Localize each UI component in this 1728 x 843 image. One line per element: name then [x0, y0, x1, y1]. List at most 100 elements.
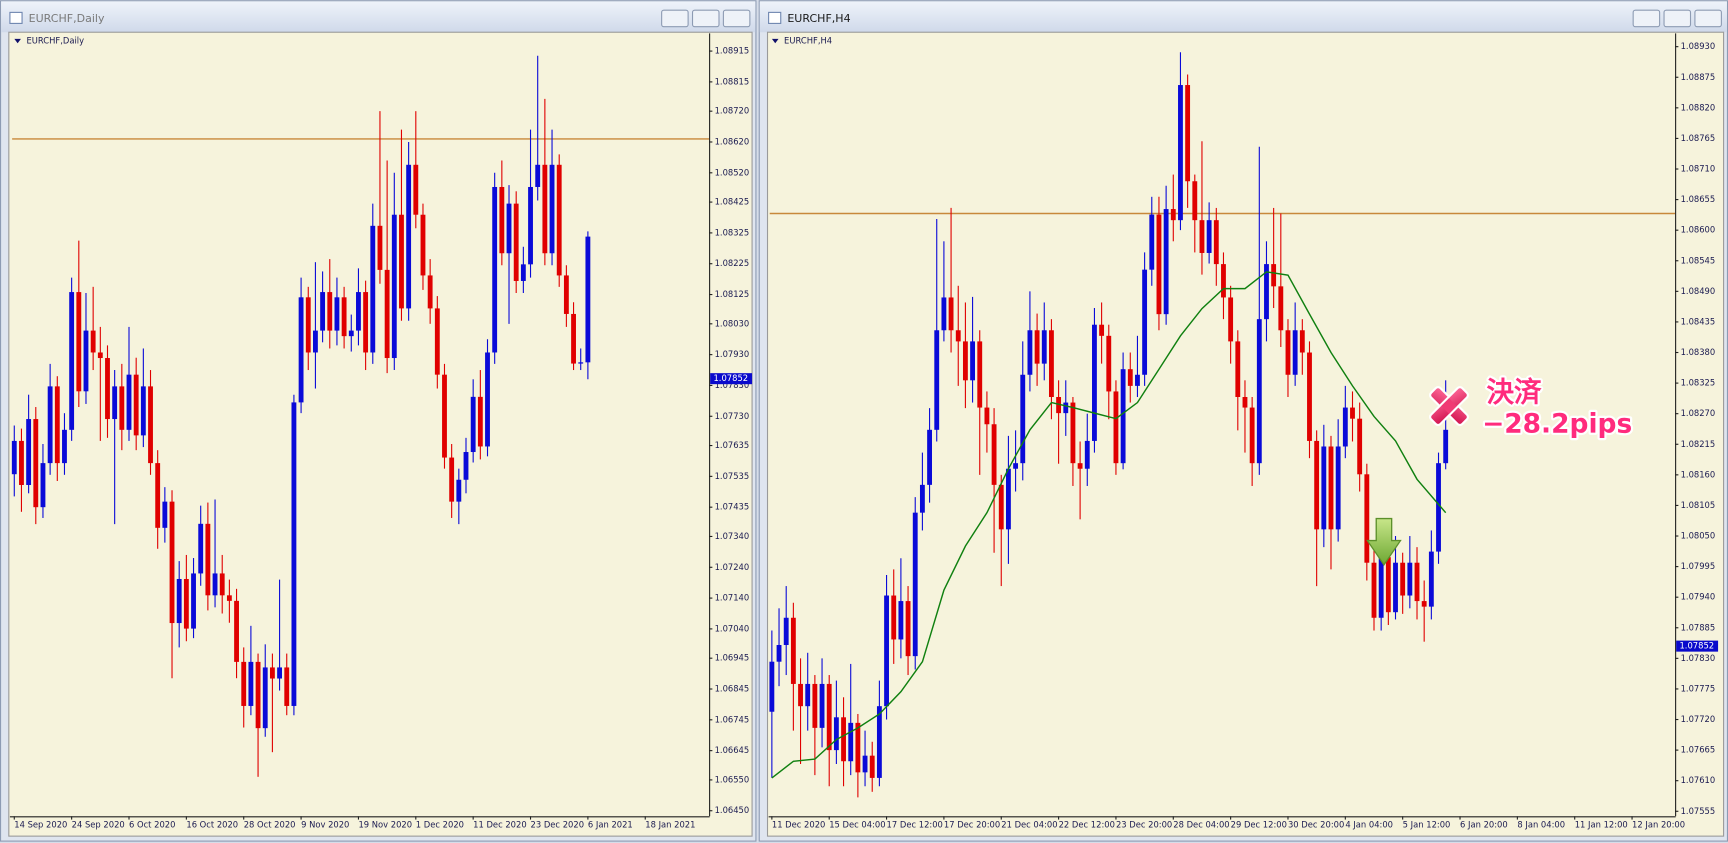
window-icon [768, 11, 782, 24]
candle-body [535, 164, 541, 187]
window-button[interactable] [722, 9, 751, 28]
candle-body [1056, 396, 1062, 414]
y-tick-label: 1.06550 [715, 774, 750, 784]
y-tick-label: 1.07775 [1681, 683, 1716, 693]
candle-body [912, 512, 918, 657]
candle-body [269, 667, 275, 679]
entry-arrow-icon [1366, 517, 1402, 567]
x-tick-label: 16 Oct 2020 [186, 820, 238, 830]
close-x-icon [1428, 386, 1470, 427]
y-tick-label: 1.07940 [1681, 592, 1716, 602]
y-tick-label: 1.08160 [1681, 469, 1716, 479]
candle-body [1350, 407, 1355, 419]
candle-body [449, 457, 455, 502]
y-tick-label: 1.08720 [715, 106, 750, 116]
candle-body [841, 717, 846, 762]
window-button[interactable] [1694, 9, 1722, 28]
current-price-tag [1676, 640, 1719, 652]
candle-body [76, 292, 82, 392]
candle-body [391, 214, 397, 359]
y-tick-label: 1.08520 [715, 167, 750, 177]
y-tick-label: 1.08325 [1681, 378, 1716, 388]
candle-body [571, 313, 576, 364]
candle-body [948, 297, 954, 331]
candle-body [1242, 396, 1248, 408]
title-bar [1, 1, 756, 33]
x-tick-label: 28 Dec 04:00 [1173, 820, 1229, 830]
candle-body [140, 386, 146, 436]
y-tick-label: 1.08125 [715, 289, 750, 299]
window-button[interactable] [1663, 9, 1692, 28]
candle-body [434, 308, 440, 375]
x-tick-label: 9 Nov 2020 [301, 820, 349, 830]
candle-body [776, 645, 782, 662]
candle-body [991, 424, 997, 485]
y-tick-label: 1.08380 [1681, 347, 1716, 357]
y-tick-label: 1.06745 [715, 714, 750, 724]
y-tick-label: 1.07140 [715, 593, 750, 603]
candle-body [169, 501, 175, 624]
candle-body [442, 374, 447, 458]
candle-body [1170, 209, 1176, 221]
candle-body [341, 297, 347, 337]
candle-body [1084, 440, 1090, 469]
candle-body [819, 683, 825, 728]
y-tick-label: 1.07930 [715, 349, 750, 359]
candle-body [334, 297, 340, 331]
candle-body [984, 407, 990, 425]
candle-body [384, 269, 390, 359]
candle-body [927, 429, 932, 485]
candle-body [1249, 407, 1255, 464]
candle-body [1142, 269, 1148, 375]
y-tick-label: 1.08050 [1681, 531, 1716, 541]
candle-body [477, 396, 483, 447]
candle-body [977, 341, 983, 408]
window-title: EURCHF,H4 [787, 12, 850, 25]
candle-body [427, 275, 433, 309]
candle-body [513, 203, 519, 281]
candle-body [62, 429, 67, 464]
title-bar [759, 1, 1727, 33]
candle-body [399, 214, 404, 309]
y-tick-label: 1.08875 [1681, 72, 1716, 82]
candle-body [312, 330, 318, 353]
candle-body [162, 501, 168, 528]
candle-body [11, 440, 17, 475]
candle-body [1428, 551, 1434, 607]
y-tick-label: 1.08600 [1681, 225, 1716, 235]
candle-body [277, 667, 283, 679]
x-tick-label: 17 Dec 20:00 [944, 820, 1000, 830]
candle-body [377, 225, 383, 270]
candle-body [1013, 463, 1019, 469]
candle-body [262, 667, 268, 729]
candle-body [1049, 330, 1054, 397]
y-tick-label: 1.08765 [1681, 133, 1716, 143]
current-price-label: 1.07852 [1679, 641, 1714, 651]
y-tick-label: 1.07435 [715, 502, 750, 512]
x-tick-label: 6 Jan 2021 [588, 820, 633, 830]
candle-body [1285, 330, 1291, 375]
candle-body [348, 330, 354, 337]
candle-body [1192, 181, 1198, 221]
y-tick-label: 1.08620 [715, 136, 750, 146]
y-tick-label: 1.07665 [1681, 745, 1716, 755]
candle-body [183, 578, 189, 629]
window-button[interactable] [691, 9, 720, 28]
candle-body [105, 358, 110, 420]
window-button[interactable] [1632, 9, 1661, 28]
window-button[interactable] [661, 9, 689, 28]
candle-body [226, 595, 232, 601]
candle-body [291, 402, 297, 706]
candle-body [1185, 85, 1191, 182]
y-tick-label: 1.08655 [1681, 194, 1716, 204]
candle-body [549, 164, 555, 254]
x-tick-label: 17 Dec 12:00 [887, 820, 943, 830]
candle-body [934, 330, 940, 430]
x-tick-label: 21 Dec 04:00 [1001, 820, 1057, 830]
chart-label: EURCHF,H4 [784, 36, 832, 46]
candle-body [1443, 429, 1449, 464]
candle-body [556, 164, 562, 276]
candle-body [898, 601, 904, 640]
